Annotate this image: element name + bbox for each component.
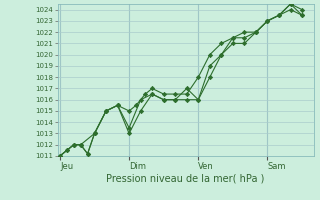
- X-axis label: Pression niveau de la mer( hPa ): Pression niveau de la mer( hPa ): [107, 173, 265, 183]
